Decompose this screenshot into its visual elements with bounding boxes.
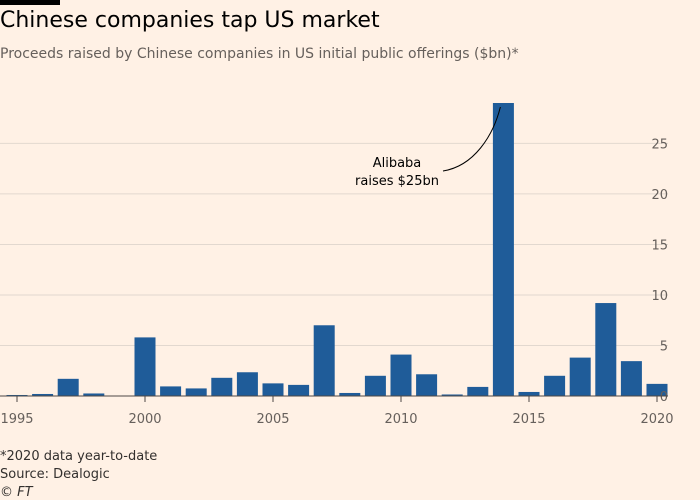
y-tick-label: 10 bbox=[651, 289, 668, 304]
y-tick-label: 25 bbox=[651, 137, 668, 152]
bar-2009 bbox=[364, 375, 386, 396]
bar-2008 bbox=[339, 392, 361, 396]
y-tick-label: 5 bbox=[660, 339, 668, 354]
bar-2014 bbox=[492, 103, 514, 396]
bar-2020 bbox=[646, 383, 668, 396]
source-note: Source: Dealogic bbox=[0, 467, 110, 482]
bar-2011 bbox=[416, 374, 438, 396]
annotation-line-2: raises $25bn bbox=[355, 174, 439, 189]
x-tick-label: 2005 bbox=[256, 412, 289, 427]
alibaba-annotation: Alibaba raises $25bn bbox=[355, 106, 501, 189]
bar-2001 bbox=[160, 386, 182, 396]
x-tick-label: 2015 bbox=[512, 412, 545, 427]
y-tick-label: 0 bbox=[660, 390, 668, 405]
bar-2006 bbox=[288, 384, 310, 396]
bar-1996 bbox=[32, 393, 54, 396]
bar-2019 bbox=[620, 361, 642, 396]
bar-2013 bbox=[467, 386, 489, 396]
x-axis-ticks: 1995 2000 2005 2010 2015 2020 bbox=[0, 396, 674, 427]
gridlines bbox=[0, 142, 668, 346]
bar-1995 bbox=[6, 394, 28, 396]
x-tick-label: 2000 bbox=[128, 412, 161, 427]
bars bbox=[6, 103, 668, 396]
bar-1998 bbox=[83, 393, 105, 396]
bar-2012 bbox=[441, 394, 463, 396]
bar-2003 bbox=[211, 377, 233, 396]
bar-2004 bbox=[236, 372, 258, 396]
bar-2000 bbox=[134, 337, 156, 396]
bar-2005 bbox=[262, 383, 284, 396]
ft-credit: © FT bbox=[0, 485, 33, 500]
y-axis-ticks: 0 5 10 15 20 25 bbox=[651, 137, 668, 405]
bar-2015 bbox=[518, 391, 540, 396]
x-tick-label: 2020 bbox=[640, 412, 673, 427]
bar-2016 bbox=[544, 375, 566, 396]
bar-1997 bbox=[57, 378, 79, 396]
x-tick-label: 1995 bbox=[0, 412, 33, 427]
footnote: *2020 data year-to-date bbox=[0, 449, 158, 464]
y-tick-label: 20 bbox=[651, 188, 668, 203]
chart-title: Chinese companies tap US market bbox=[0, 8, 380, 33]
x-tick-label: 2010 bbox=[384, 412, 417, 427]
chart-subtitle: Proceeds raised by Chinese companies in … bbox=[0, 46, 519, 62]
bar-2002 bbox=[185, 388, 207, 396]
bar-2007 bbox=[313, 325, 335, 396]
annotation-line-1: Alibaba bbox=[373, 156, 422, 171]
y-tick-label: 15 bbox=[651, 238, 668, 253]
bar-2017 bbox=[569, 357, 591, 396]
ft-brand-bar bbox=[0, 0, 60, 5]
bar-2010 bbox=[390, 354, 412, 396]
bar-2018 bbox=[595, 303, 617, 396]
annotation-leader-line bbox=[442, 106, 501, 172]
